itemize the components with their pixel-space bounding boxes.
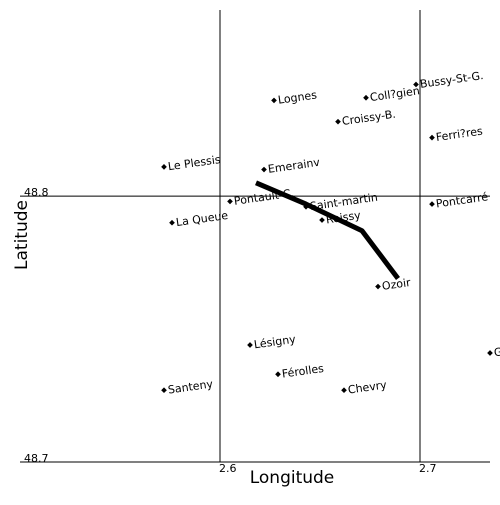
place-marker: Saint-martin: [303, 191, 379, 213]
place-marker: Ferri?res: [429, 125, 484, 144]
route-line-layer: [255, 180, 400, 281]
marker-diamond: [341, 387, 347, 394]
place-label: Lognes: [277, 88, 318, 106]
place-label: Santeny: [167, 377, 214, 396]
place-label: Coll?gien: [369, 84, 420, 104]
marker-diamond: [161, 164, 167, 170]
x-tick-label-1: 2.7: [419, 462, 437, 475]
marker-diamond: [375, 283, 381, 290]
place-marker: Santeny: [161, 377, 214, 397]
place-marker: Férolles: [275, 362, 325, 381]
place-marker: Bussy-St-G.: [413, 69, 484, 91]
place-marker: Pontcarré: [429, 190, 489, 210]
place-marker: Coll?gien: [363, 84, 421, 104]
place-label: La Queue: [175, 209, 229, 229]
marker-diamond: [275, 371, 281, 378]
place-marker: Gretz: [487, 342, 500, 359]
place-label: Croissy-B.: [341, 108, 396, 128]
place-label: Gretz: [493, 342, 500, 359]
place-label: Roissy: [325, 209, 362, 227]
place-marker: Emerainv: [261, 156, 321, 176]
grid-lines: [20, 10, 490, 463]
y-tick-label-1: 48.7: [24, 452, 49, 465]
marker-diamond: [247, 342, 253, 348]
x-tick-label-0: 2.6: [219, 462, 237, 475]
x-axis-title: Longitude: [250, 468, 335, 488]
place-label: Emerainv: [267, 156, 321, 176]
place-label: Ozoir: [381, 276, 412, 293]
place-marker: Pontault-C.: [227, 187, 295, 208]
route-line: [255, 180, 400, 281]
place-label: Pontcarré: [435, 190, 489, 210]
place-marker: Croissy-B.: [335, 108, 397, 128]
marker-diamond: [161, 387, 167, 394]
place-label: Ferri?res: [435, 125, 484, 144]
place-label: Pontault-C.: [233, 187, 295, 208]
place-label: Le Plessis: [167, 153, 221, 173]
place-marker: Lésigny: [247, 333, 297, 352]
tick-labels: 2.6 2.7 48.8 48.7: [24, 186, 437, 475]
marker-diamond: [487, 350, 493, 356]
place-marker: Lognes: [271, 88, 318, 107]
marker-diamond: [363, 94, 369, 101]
marker-diamond: [169, 219, 175, 226]
marker-diamond: [335, 118, 341, 125]
place-label: Chevry: [347, 378, 388, 396]
y-axis-title: Latitude: [12, 200, 32, 270]
marker-diamond: [227, 198, 233, 205]
place-marker: Le Plessis: [161, 153, 222, 173]
marker-diamond: [261, 166, 267, 173]
place-marker: Chevry: [341, 378, 388, 397]
marker-diamond: [429, 134, 435, 141]
marker-diamond: [271, 97, 277, 104]
y-tick-label-0: 48.8: [24, 186, 49, 199]
place-marker: Roissy: [319, 209, 362, 227]
marker-diamond: [429, 201, 435, 207]
place-label: Saint-martin: [309, 191, 379, 213]
marker-diamond: [303, 203, 309, 210]
place-marker: Ozoir: [375, 276, 412, 293]
place-label: Férolles: [281, 362, 325, 381]
place-label: Bussy-St-G.: [419, 69, 484, 91]
marker-diamond: [319, 217, 325, 223]
marker-diamond: [413, 81, 419, 88]
place-label: Lésigny: [253, 333, 297, 352]
